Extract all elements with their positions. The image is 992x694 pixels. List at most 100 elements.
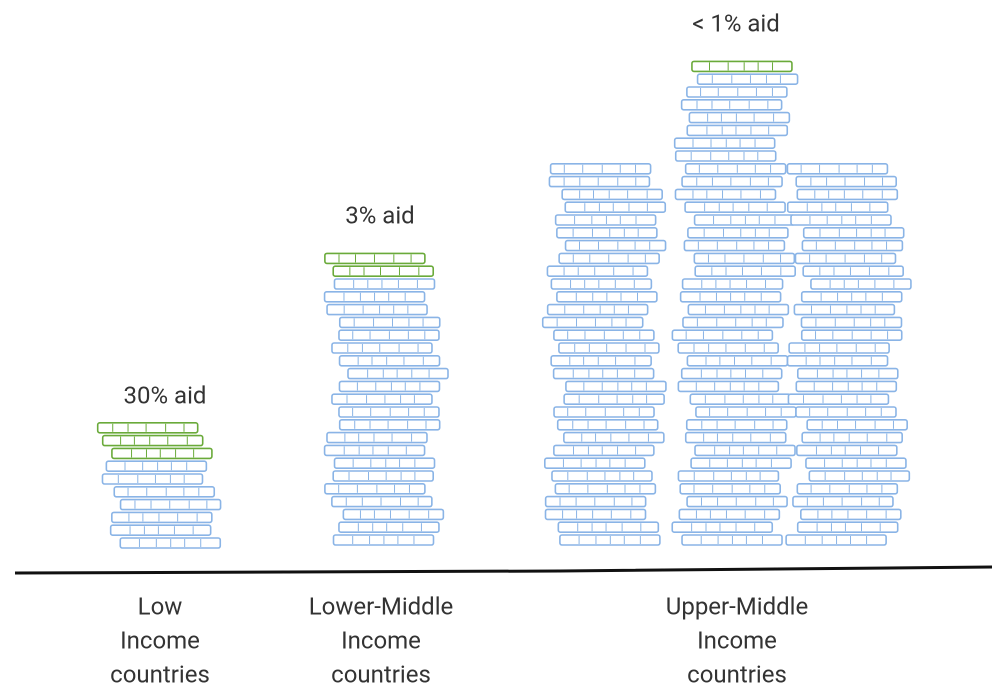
- coin-body: [686, 354, 789, 367]
- coin-body: [544, 508, 647, 521]
- coin-body: [684, 201, 786, 213]
- coin-body: [338, 354, 441, 367]
- aid-label: 3% aid: [345, 201, 414, 229]
- coin-body: [674, 188, 777, 201]
- coin: [549, 163, 652, 175]
- coin-body: [338, 316, 441, 329]
- coin-body: [684, 163, 787, 175]
- coin-body: [338, 380, 441, 393]
- coin: [557, 521, 660, 534]
- coin: [687, 303, 790, 316]
- coin: [552, 367, 655, 380]
- coin: [541, 316, 644, 329]
- coin: [677, 470, 780, 482]
- coin: [119, 537, 222, 549]
- coin: [564, 201, 667, 213]
- coin: [681, 175, 783, 188]
- coin: [796, 367, 899, 380]
- coin: [681, 278, 784, 290]
- coin: [338, 329, 440, 342]
- coin: [810, 278, 912, 290]
- coin-body: [548, 175, 651, 188]
- coin-body: [686, 86, 788, 98]
- coin-body: [800, 508, 902, 521]
- coin-body: [554, 482, 657, 495]
- coin-body: [347, 367, 449, 380]
- coin-body: [556, 227, 658, 239]
- coin-body: [693, 214, 796, 226]
- coin-body: [694, 444, 796, 457]
- coin-body: [101, 473, 204, 485]
- coin: [323, 290, 426, 303]
- coin-body: [796, 482, 899, 495]
- coin: [786, 201, 889, 213]
- aid-coin: [101, 434, 204, 447]
- coin-body: [557, 521, 660, 534]
- coin: [696, 73, 799, 85]
- group-label: Income: [341, 626, 421, 654]
- coin-body: [553, 406, 655, 418]
- coin-body: [790, 214, 892, 226]
- coin: [805, 457, 907, 470]
- group-label: countries: [110, 660, 210, 688]
- coin: [674, 188, 777, 201]
- coin: [558, 342, 660, 354]
- coin-body: [795, 406, 897, 418]
- coin-body: [331, 342, 433, 354]
- coin-body: [687, 303, 790, 316]
- group-label: Income: [120, 626, 200, 654]
- coin-body: [338, 521, 440, 534]
- coin: [333, 457, 436, 470]
- coin: [338, 418, 441, 431]
- coin: [564, 239, 667, 252]
- aid-coin: [96, 421, 199, 434]
- aid-coin: [111, 447, 213, 460]
- group-label: countries: [687, 660, 787, 688]
- coin: [559, 534, 661, 546]
- coin-body: [671, 521, 774, 534]
- coin: [556, 290, 658, 303]
- coin-body: [795, 380, 898, 393]
- coin-body: [677, 380, 780, 393]
- coin-body: [795, 175, 898, 188]
- coin: [796, 188, 899, 201]
- coin: [673, 137, 776, 149]
- coin: [324, 482, 426, 495]
- coin: [105, 460, 208, 473]
- coin-body: [326, 303, 428, 316]
- coin: [800, 290, 903, 303]
- coin-body: [111, 447, 213, 460]
- coin-body: [563, 431, 665, 444]
- coin: [550, 354, 652, 367]
- coin-body: [677, 470, 780, 482]
- coin-body: [673, 137, 776, 149]
- coin: [677, 342, 779, 354]
- coin: [331, 393, 433, 406]
- coin-body: [332, 265, 435, 278]
- aid-coin: [691, 60, 793, 73]
- coin-body: [686, 495, 788, 508]
- coin: [786, 163, 889, 175]
- coin: [786, 354, 889, 367]
- coin: [796, 521, 899, 534]
- coin-body: [691, 60, 793, 73]
- coin: [565, 380, 667, 393]
- coin-body: [564, 201, 667, 213]
- coin: [790, 214, 892, 226]
- coin-body: [788, 342, 890, 354]
- coin: [544, 457, 646, 470]
- coin: [671, 329, 774, 342]
- coin: [548, 175, 651, 188]
- coin: [332, 470, 434, 482]
- coin: [332, 534, 435, 546]
- coin: [800, 316, 903, 329]
- coin: [323, 444, 426, 457]
- coin-body: [808, 470, 911, 482]
- coin: [551, 470, 653, 482]
- coin: [342, 508, 445, 521]
- coin: [785, 534, 887, 546]
- coin: [119, 498, 222, 511]
- coin: [553, 406, 655, 418]
- coin: [793, 303, 896, 316]
